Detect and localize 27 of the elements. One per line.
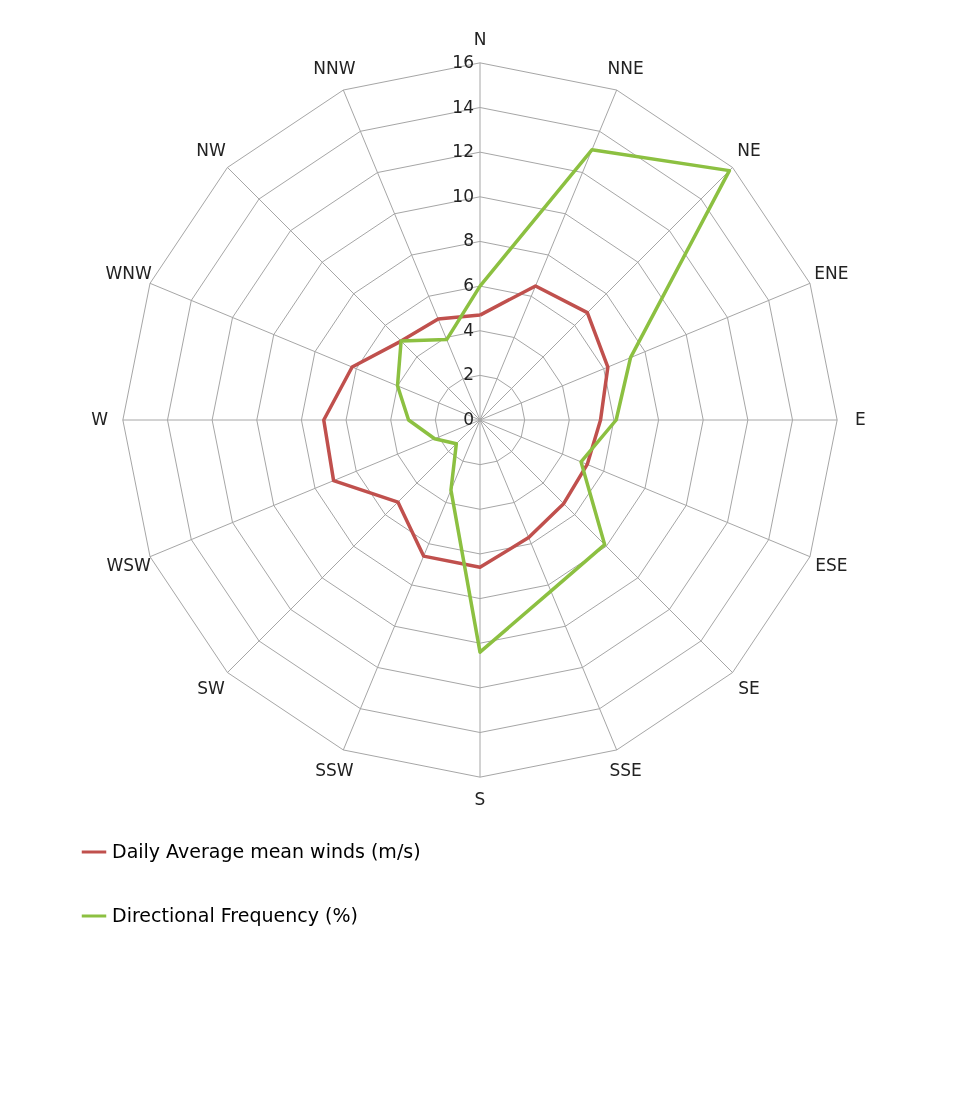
spoke-label: SW [197, 677, 226, 698]
y-tick-label: 0 [463, 409, 474, 429]
y-tick-label: 6 [463, 275, 474, 296]
y-tick-label: 12 [452, 141, 474, 162]
spoke-label: S [474, 789, 486, 810]
spoke-label: E [854, 409, 866, 429]
spoke-label: ENE [814, 263, 849, 284]
spoke-label: SSE [609, 760, 642, 781]
spoke-label: NE [737, 140, 761, 161]
legend-label: Daily Average mean winds (m/s) [112, 840, 421, 862]
legend-label: Directional Frequency (%) [112, 904, 358, 926]
spoke-label: N [473, 28, 487, 49]
y-tick-label: 14 [452, 96, 474, 117]
spoke-label: W [91, 409, 109, 429]
spoke-label: WSW [106, 554, 151, 575]
y-tick-label: 8 [463, 230, 474, 251]
spoke-label: NW [196, 140, 226, 161]
y-tick-label: 2 [463, 364, 474, 385]
spoke-label: NNW [313, 57, 356, 78]
y-tick-label: 16 [452, 51, 474, 72]
spoke-label: WNW [105, 263, 152, 284]
spoke-label: ESE [815, 554, 848, 575]
spoke-label: NNE [607, 57, 644, 78]
y-tick-label: 4 [463, 319, 474, 340]
spoke-label: SE [738, 677, 760, 698]
y-tick-label: 10 [452, 185, 474, 206]
spoke-label: SSW [315, 760, 354, 781]
